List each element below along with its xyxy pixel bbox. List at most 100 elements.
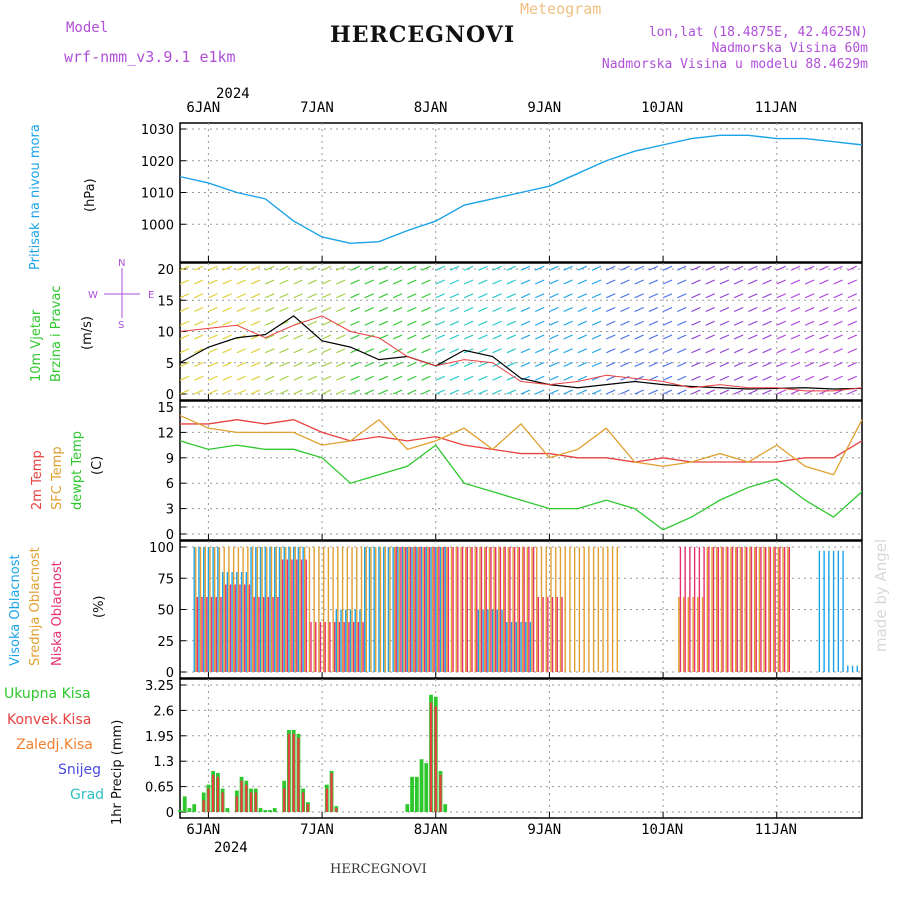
wind-barb [435,306,445,313]
precip-conv-bar [245,784,248,812]
wind-barb [762,389,772,395]
wind-barb [250,279,261,285]
wind-barb [222,293,232,299]
wind-barb [179,389,190,395]
wind-barb [492,361,502,368]
temp-ytick-label: 12 [157,426,174,441]
cloud-ytick-label: 50 [157,604,174,619]
wind-barb [762,265,772,271]
bottom-day-label: 11JAN [754,822,797,838]
wind-barb [762,279,772,285]
wind-barb [819,334,829,340]
wind-barb [378,306,389,313]
wind-barb [478,348,488,354]
wind-barb [265,265,275,271]
wind-speed-line [179,315,863,390]
wind-barb [236,279,247,285]
wind-barb [307,279,318,285]
wind-barb [520,306,531,313]
wind-barb [392,306,403,313]
wind-barb [691,389,701,395]
wind-barb [648,361,659,368]
wind-barb [378,320,389,326]
wind-barb [478,293,488,299]
wind-barb [819,361,829,368]
wind-barb [577,320,588,326]
wind-barb [563,320,573,326]
wind-barb [563,306,573,313]
wind-barb [293,293,303,299]
wind-barb [293,389,303,395]
wind-barb [407,320,417,326]
wind-barb [733,348,744,354]
wind-barb [449,348,460,354]
wind-barb [222,361,232,368]
wind-barb [776,320,786,326]
wind-barb [847,375,858,381]
precip-conv-bar [429,702,433,812]
wind-barb [549,320,559,326]
wind-barb [307,293,318,299]
precip-total-bar [424,763,429,812]
wind-barb [179,265,190,271]
wind-barb [577,361,588,368]
wind-barb [705,348,715,354]
wind-barb [620,306,630,313]
wind-barb [833,279,843,285]
wind-barb [350,293,360,299]
precip-conv-bar [325,788,328,812]
wind-barb [478,389,488,395]
wind-barb [762,361,772,368]
wind-barb [662,334,673,340]
wind-barb [293,361,303,368]
wind-barb [648,306,659,313]
wind-barb [449,334,460,340]
wind-barb [364,389,374,395]
wind-barb [606,279,616,285]
wind-barb [790,306,801,313]
wind-barb [691,279,701,285]
wind-barb [364,306,374,313]
wind-barb [336,279,346,285]
wind-barb [449,265,460,271]
wind-barb [520,334,531,340]
wind-barb [534,279,545,285]
meteogram-label: Meteogram [520,0,602,18]
wind-barb [364,348,374,354]
wind-barb [378,375,389,381]
wind-barb [634,375,644,381]
wind-barb [208,306,218,313]
wind-barb [520,361,531,368]
wind-barb [208,320,218,326]
wind-barb [279,265,289,271]
wind-barb [392,320,403,326]
wind-barb [748,375,758,381]
wind-barb [662,306,673,313]
wind-barb [265,361,275,368]
wind-barb [307,375,318,381]
wind-barb [634,279,644,285]
wind-barb [279,306,289,313]
wind-barb [662,361,673,368]
wind-barb [691,293,701,299]
wind-barb [563,279,573,285]
wind-barb [193,306,204,313]
wind-barb [364,375,374,381]
wind-barb [748,265,758,271]
wind-barb [591,306,602,313]
wind-barb [733,265,744,271]
cloud-ytick-label: 25 [157,635,174,650]
bottom-day-label: 10JAN [641,822,684,838]
wind-barb [819,279,829,285]
wind-barb [833,293,843,299]
wind-barb [421,320,431,326]
cloud-ytick-label: 100 [149,541,174,556]
wind-barb [790,279,801,285]
wind-barb [563,293,573,299]
wind-barb [677,361,687,368]
wind-barb [620,361,630,368]
wind-barb [804,334,815,340]
wind-barb [421,293,431,299]
wind-barb [350,306,360,313]
wind-barb [435,389,445,395]
